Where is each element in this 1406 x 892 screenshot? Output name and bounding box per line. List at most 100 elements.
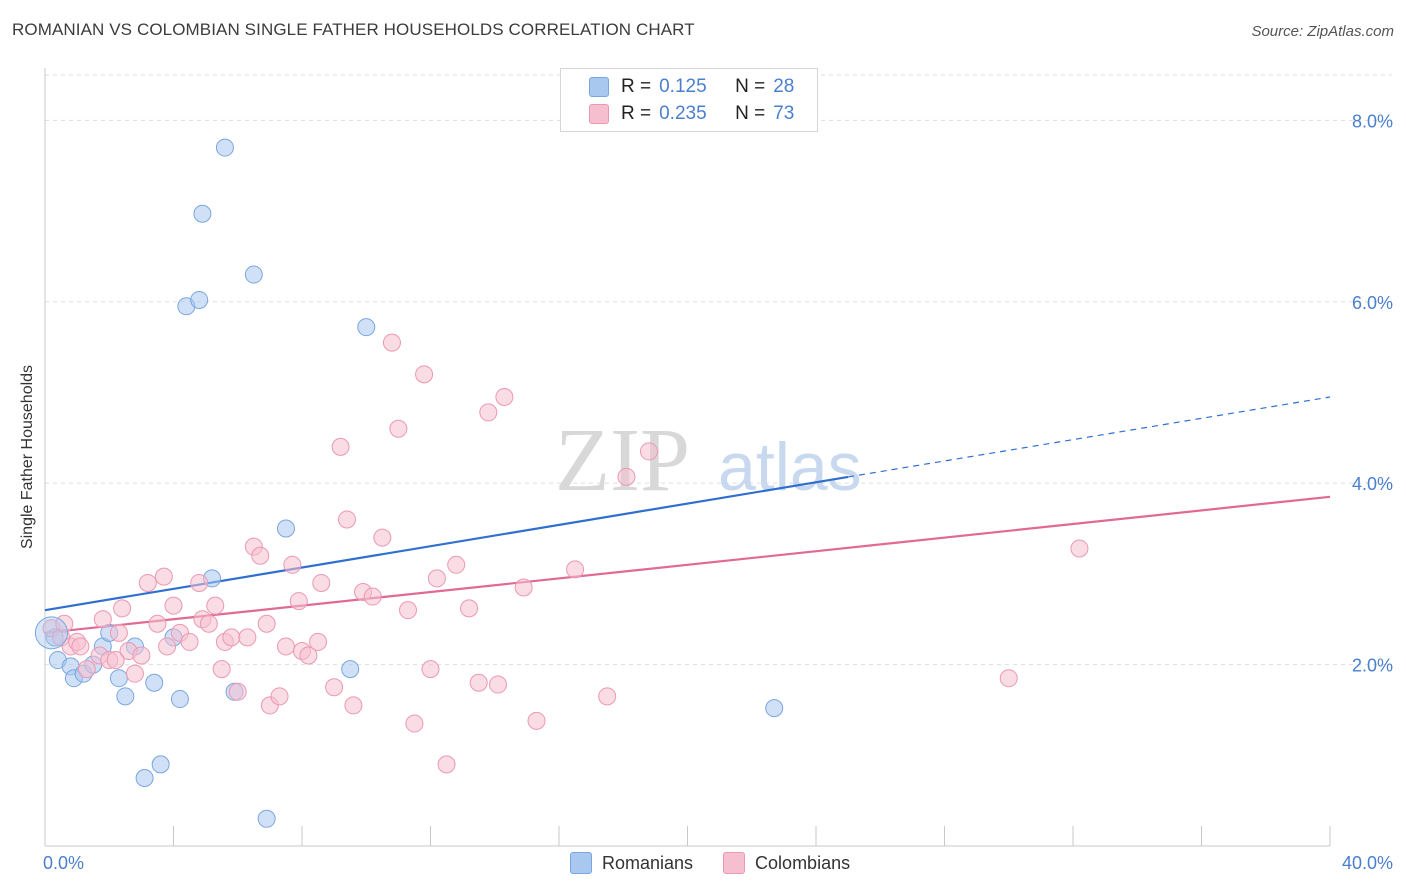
legend-n-label: N = [735, 103, 766, 124]
point-colombians [566, 560, 585, 579]
legend-n-label: N = [735, 76, 766, 97]
point-colombians [180, 632, 199, 651]
point-colombians [495, 388, 514, 407]
point-romanians [151, 755, 170, 774]
point-colombians [109, 623, 128, 642]
legend-row-romanians: R = 0.125 N = 28 [561, 73, 794, 101]
legend-label-romanians: Romanians [602, 852, 694, 873]
series-legend: Romanians Colombians [570, 852, 880, 874]
legend-swatch-colombians [723, 852, 746, 874]
point-colombians [617, 467, 636, 486]
point-colombians [415, 365, 434, 384]
point-colombians [427, 569, 446, 588]
point-colombians [405, 714, 424, 733]
point-colombians [238, 628, 257, 647]
point-colombians [125, 664, 144, 683]
y-tick-label: 6.0% [1352, 293, 1393, 313]
point-colombians [331, 437, 350, 456]
point-colombians [447, 555, 466, 574]
trend-line-extension-romanians [848, 396, 1331, 478]
trend-lines [44, 396, 1331, 634]
point-romanians [170, 690, 189, 709]
point-colombians [325, 678, 344, 697]
axes [44, 68, 1331, 847]
correlation-legend: R = 0.125 N = 28 R = 0.235 N = 73 [560, 68, 818, 132]
point-cluster [34, 616, 68, 650]
point-colombians [199, 614, 218, 633]
legend-swatch-romanians [589, 77, 609, 97]
point-colombians [1070, 539, 1089, 558]
point-colombians [138, 573, 157, 592]
point-romanians [357, 318, 376, 337]
point-colombians [93, 610, 112, 629]
tick-labels: 2.0% 4.0% 6.0% 8.0% 0.0% 40.0% [43, 111, 1393, 873]
point-colombians [206, 596, 225, 615]
x-tick-label-min: 0.0% [43, 853, 84, 873]
point-colombians [164, 596, 183, 615]
point-romanians [135, 768, 154, 787]
point-colombians [228, 682, 247, 701]
legend-label-colombians: Colombians [755, 852, 851, 873]
point-colombians [469, 673, 488, 692]
point-colombians [212, 660, 231, 679]
point-romanians [190, 290, 209, 309]
point-colombians [251, 546, 270, 565]
point-colombians [71, 637, 90, 656]
x-tick-label-max: 40.0% [1342, 853, 1393, 873]
point-colombians [527, 711, 546, 730]
point-colombians [148, 614, 167, 633]
point-colombians [289, 592, 308, 611]
trend-line-romanians [44, 475, 849, 612]
watermark-atlas: atlas [718, 429, 862, 505]
point-romanians [341, 660, 360, 679]
point-colombians [437, 755, 456, 774]
point-romanians [215, 138, 234, 157]
legend-n-value: 73 [773, 103, 795, 124]
point-colombians [389, 419, 408, 438]
point-colombians [106, 651, 125, 670]
legend-r-label: R = [621, 76, 652, 97]
point-colombians [399, 601, 418, 620]
point-colombians [299, 646, 318, 665]
point-colombians [363, 587, 382, 606]
y-tick-label: 4.0% [1352, 474, 1393, 494]
legend-r-value: 0.235 [659, 103, 707, 124]
legend-item-romanians[interactable]: Romanians [570, 852, 693, 874]
point-colombians [77, 660, 96, 679]
point-colombians [382, 333, 401, 352]
point-romanians [276, 519, 295, 538]
watermark-zip: ZIP [555, 411, 690, 510]
point-colombians [222, 628, 241, 647]
point-romanians [193, 204, 212, 223]
point-colombians [283, 555, 302, 574]
point-romanians [765, 699, 784, 718]
point-colombians [639, 442, 658, 461]
point-colombians [270, 687, 289, 706]
legend-swatch-colombians [589, 104, 609, 124]
point-colombians [479, 403, 498, 422]
legend-row-colombians: R = 0.235 N = 73 [561, 100, 794, 128]
point-colombians [373, 528, 392, 547]
point-colombians [309, 632, 328, 651]
point-colombians [598, 687, 617, 706]
point-colombians [421, 660, 440, 679]
chart-title: ROMANIAN VS COLOMBIAN SINGLE FATHER HOUS… [12, 20, 695, 39]
point-colombians [132, 646, 151, 665]
y-tick-label: 2.0% [1352, 656, 1393, 676]
watermark: ZIP atlas [555, 411, 862, 510]
legend-swatch-romanians [570, 852, 592, 874]
point-colombians [257, 614, 276, 633]
point-colombians [312, 573, 331, 592]
legend-n-value: 28 [773, 76, 795, 97]
point-colombians [113, 599, 132, 618]
legend-r-value: 0.125 [659, 76, 707, 97]
trend-line-colombians [44, 495, 1331, 634]
point-colombians [158, 637, 177, 656]
point-colombians [460, 599, 479, 618]
point-romanians [109, 669, 128, 688]
legend-r-label: R = [621, 103, 652, 124]
legend-item-colombians[interactable]: Colombians [723, 852, 850, 874]
data-points [34, 138, 1089, 828]
point-colombians [999, 669, 1018, 688]
